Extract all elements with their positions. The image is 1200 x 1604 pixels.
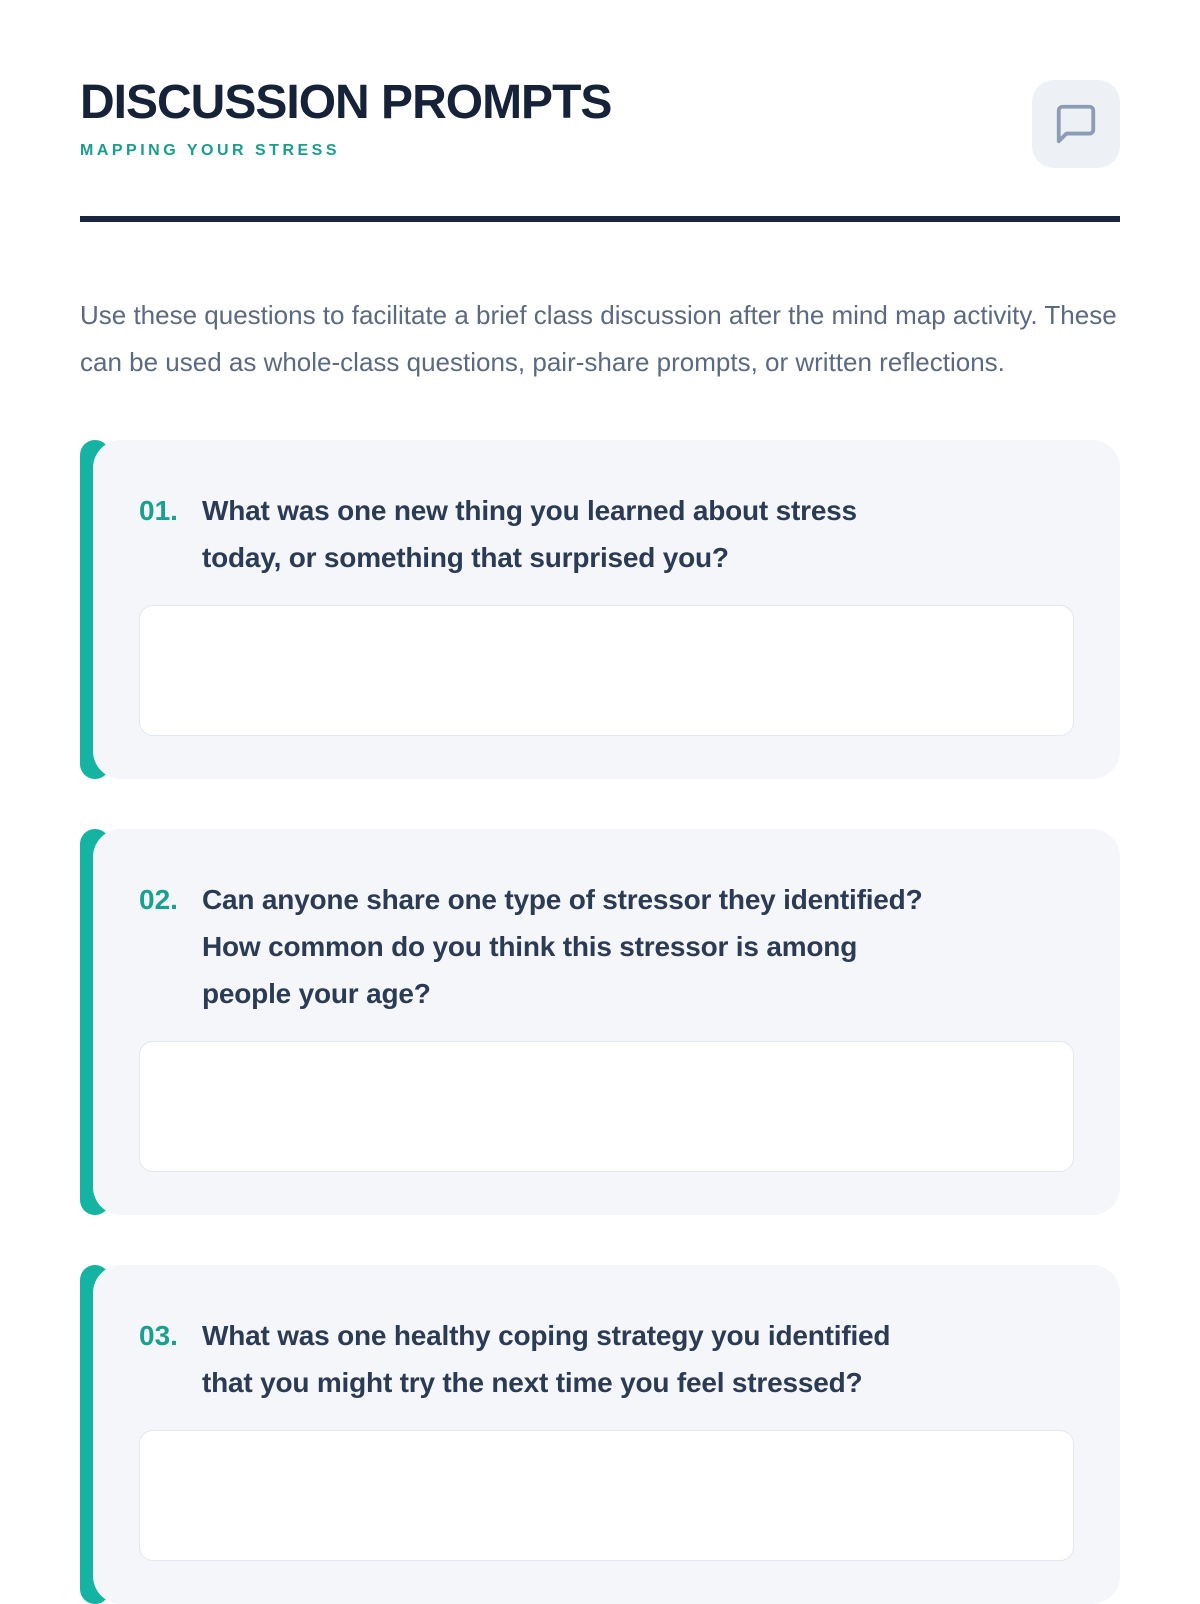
- question-text: What was one healthy coping strategy you…: [202, 1320, 891, 1398]
- comment-button[interactable]: [1032, 80, 1120, 168]
- question-row: 02. Can anyone share one type of stresso…: [139, 876, 1074, 1017]
- question-row: 03. What was one healthy coping strategy…: [139, 1312, 1074, 1406]
- question-number: 03.: [139, 1320, 178, 1351]
- question-text: Can anyone share one type of stressor th…: [202, 884, 923, 1009]
- question-number: 02.: [139, 884, 178, 915]
- intro-paragraph: Use these questions to facilitate a brie…: [80, 300, 1117, 377]
- question-number: 01.: [139, 495, 178, 526]
- question-row: 01. What was one new thing you learned a…: [139, 487, 1074, 581]
- prompt-card-list: 01. What was one new thing you learned a…: [80, 440, 1120, 1604]
- page-title: DISCUSSION PROMPTS: [80, 76, 612, 129]
- card-body: 01. What was one new thing you learned a…: [93, 440, 1120, 779]
- header-divider: [80, 216, 1120, 222]
- header-titles: DISCUSSION PROMPTS MAPPING YOUR STRESS: [80, 40, 612, 160]
- answer-box-2[interactable]: [139, 1041, 1074, 1172]
- page-subtitle: MAPPING YOUR STRESS: [80, 142, 341, 160]
- header: DISCUSSION PROMPTS MAPPING YOUR STRESS: [80, 40, 1120, 168]
- prompt-card-2: 02. Can anyone share one type of stresso…: [80, 829, 1120, 1215]
- answer-box-3[interactable]: [139, 1430, 1074, 1561]
- card-body: 02. Can anyone share one type of stresso…: [93, 829, 1120, 1215]
- question-text: What was one new thing you learned about…: [202, 495, 857, 573]
- answer-box-1[interactable]: [139, 605, 1074, 736]
- card-body: 03. What was one healthy coping strategy…: [93, 1265, 1120, 1604]
- speech-bubble-icon: [1053, 101, 1099, 147]
- prompt-card-1: 01. What was one new thing you learned a…: [80, 440, 1120, 779]
- prompt-card-3: 03. What was one healthy coping strategy…: [80, 1265, 1120, 1604]
